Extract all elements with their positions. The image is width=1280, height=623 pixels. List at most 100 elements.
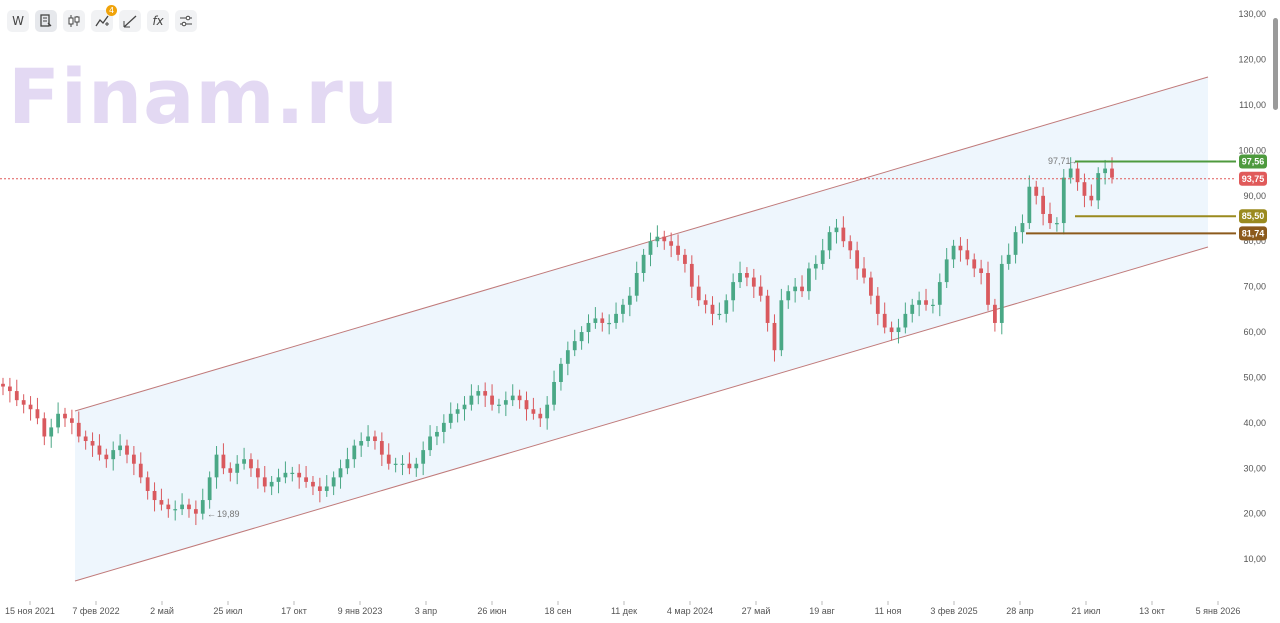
candle[interactable] [414, 457, 419, 477]
settings-icon[interactable] [175, 10, 197, 32]
candle[interactable] [579, 326, 584, 350]
candle[interactable] [614, 302, 618, 329]
candle[interactable] [207, 471, 212, 509]
candle[interactable] [290, 466, 295, 482]
candle[interactable] [827, 226, 832, 259]
candle[interactable] [710, 296, 715, 326]
candle[interactable] [483, 382, 488, 407]
candle[interactable] [421, 441, 426, 476]
candle[interactable] [703, 294, 708, 314]
candle[interactable] [524, 391, 529, 421]
candle[interactable] [634, 261, 639, 302]
candle[interactable] [249, 453, 253, 477]
candle[interactable] [834, 218, 839, 244]
candle[interactable] [1075, 162, 1080, 191]
candle[interactable] [600, 312, 605, 332]
candle[interactable] [655, 225, 660, 248]
candle[interactable] [187, 498, 191, 518]
candle[interactable] [510, 384, 515, 407]
candle[interactable] [910, 298, 915, 323]
candle[interactable] [1020, 214, 1025, 244]
candle[interactable] [76, 411, 81, 443]
candle[interactable] [97, 434, 102, 461]
candle[interactable] [111, 441, 116, 471]
candle[interactable] [180, 493, 184, 516]
candle[interactable] [221, 443, 226, 475]
candle[interactable] [931, 298, 935, 314]
candle[interactable] [999, 255, 1004, 335]
candle[interactable] [986, 261, 990, 311]
candle[interactable] [793, 278, 798, 303]
candle[interactable] [462, 396, 467, 421]
candle[interactable] [848, 235, 853, 259]
candle[interactable] [56, 402, 60, 434]
candle[interactable] [689, 255, 694, 298]
candle[interactable] [869, 271, 873, 305]
candle[interactable] [455, 403, 460, 423]
candle[interactable] [517, 389, 522, 409]
candle[interactable] [14, 379, 19, 407]
candle[interactable] [90, 432, 95, 457]
candle[interactable] [882, 302, 887, 334]
candle[interactable] [35, 397, 40, 425]
candle[interactable] [338, 459, 343, 489]
candle[interactable] [717, 302, 722, 320]
candle[interactable] [538, 407, 543, 427]
candle[interactable] [586, 314, 591, 344]
candle[interactable] [772, 314, 777, 362]
candle[interactable] [469, 384, 474, 411]
candle[interactable] [283, 461, 288, 484]
candle[interactable] [490, 384, 494, 411]
drawing-icon[interactable] [119, 10, 141, 32]
candle[interactable] [242, 447, 246, 470]
candle[interactable] [1061, 169, 1066, 235]
indicators-icon[interactable]: 4 [91, 5, 117, 32]
candle[interactable] [441, 414, 446, 444]
candle[interactable] [269, 475, 274, 496]
candle[interactable] [63, 407, 67, 427]
candle[interactable] [786, 285, 791, 309]
candle[interactable] [159, 488, 164, 511]
candle[interactable] [152, 482, 157, 512]
chart-type-icon[interactable] [35, 10, 57, 32]
candle[interactable] [145, 471, 150, 500]
candle[interactable] [758, 275, 763, 302]
candle[interactable] [820, 238, 825, 270]
candle[interactable] [1013, 226, 1018, 264]
candle[interactable] [262, 465, 267, 493]
candle[interactable] [393, 457, 398, 473]
candle[interactable] [696, 275, 701, 307]
interval-button[interactable]: W [7, 10, 29, 32]
candle[interactable] [373, 430, 377, 450]
candle[interactable] [552, 370, 556, 411]
candle[interactable] [193, 500, 198, 526]
candle[interactable] [359, 432, 364, 457]
candle[interactable] [297, 464, 302, 489]
candle[interactable] [173, 500, 178, 521]
candle[interactable] [166, 498, 171, 518]
candle[interactable] [765, 289, 770, 332]
candle[interactable] [125, 439, 129, 464]
candle[interactable] [937, 273, 942, 317]
candle[interactable] [324, 475, 329, 497]
candle[interactable] [386, 443, 391, 470]
candle[interactable] [648, 232, 653, 267]
candle[interactable] [317, 477, 322, 503]
candle[interactable] [621, 298, 625, 323]
candle[interactable] [951, 239, 956, 269]
candle[interactable] [304, 465, 308, 488]
candle[interactable] [889, 321, 894, 341]
candle[interactable] [593, 307, 598, 329]
candle[interactable] [993, 298, 997, 332]
price-scrollbar[interactable] [1273, 18, 1278, 110]
candle[interactable] [255, 459, 260, 489]
candle[interactable] [779, 288, 784, 357]
candle[interactable] [917, 291, 922, 317]
candle[interactable] [352, 439, 357, 468]
candle[interactable] [400, 455, 405, 476]
candle[interactable] [42, 412, 47, 446]
candle[interactable] [924, 288, 928, 311]
candle[interactable] [311, 475, 315, 496]
candle[interactable] [627, 287, 632, 317]
candle[interactable] [683, 248, 687, 273]
